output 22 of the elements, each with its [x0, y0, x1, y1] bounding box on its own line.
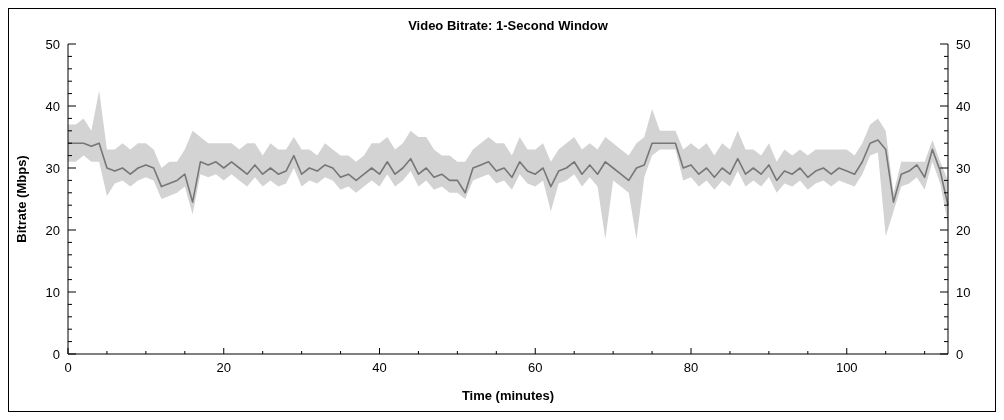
y-axis-title: Bitrate (Mbps)	[14, 155, 29, 243]
y2-tick-label: 20	[956, 222, 971, 238]
y-tick-label: 0	[52, 346, 60, 362]
y2-tick-label: 10	[956, 284, 971, 300]
x-axis-title: Time (minutes)	[461, 388, 555, 403]
y-tick-label: 50	[45, 36, 60, 52]
x-tick-label: 100	[835, 360, 858, 375]
x-tick-label: 20	[216, 360, 231, 375]
x-tick-label: 60	[528, 360, 543, 375]
line-series	[67, 139, 949, 206]
y2-tick-label: 0	[956, 346, 964, 362]
y-tick-label: 20	[45, 222, 60, 238]
y-tick-label: 10	[45, 284, 60, 300]
y2-tick-label: 40	[956, 98, 971, 114]
x-tick-label: 40	[372, 360, 387, 375]
y2-tick-label: 30	[956, 160, 971, 176]
x-tick-label: 0	[64, 360, 72, 375]
y-tick-label: 30	[45, 160, 60, 176]
y-tick-label: 40	[45, 98, 60, 114]
x-tick-label: 80	[683, 360, 699, 375]
chart-title: Video Bitrate: 1-Second Window	[408, 18, 609, 33]
y2-tick-label: 50	[956, 36, 971, 52]
